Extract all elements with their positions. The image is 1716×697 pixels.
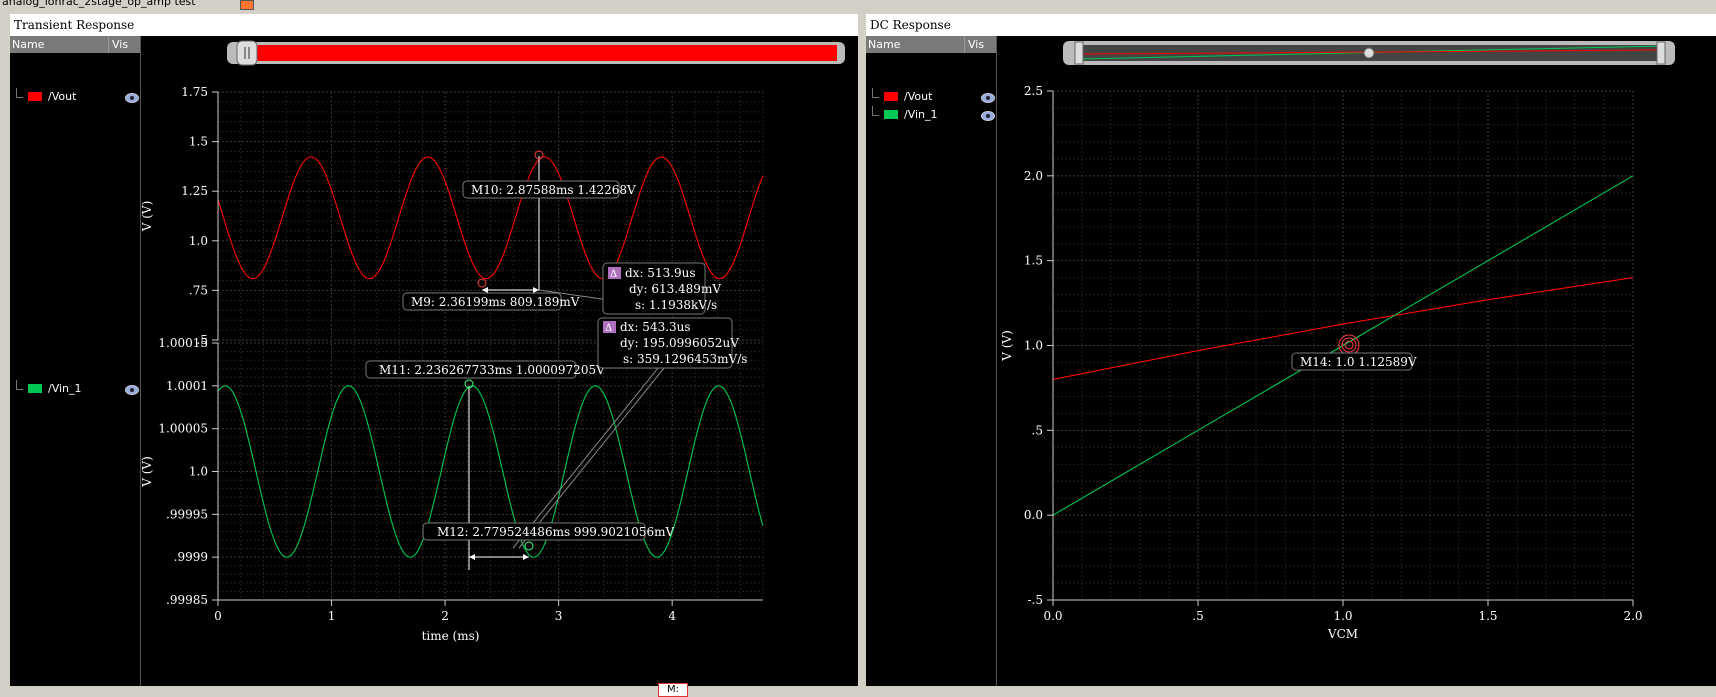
series-line-vout (217, 156, 764, 280)
y-tick-label: .99985 (166, 593, 208, 607)
y-tick-label: .75 (189, 283, 208, 297)
y-tick-label: 1.00005 (158, 422, 208, 436)
x-axis-label: VCM (1327, 627, 1358, 641)
delta2-s: s: 359.1296453mV/s (623, 352, 747, 366)
series-line-vout (1052, 277, 1634, 380)
status-bar (0, 686, 1716, 695)
x-tick-label: 0 (214, 609, 222, 623)
visibility-eye-icon[interactable] (981, 111, 995, 121)
transient-pane: Transient Response Name Vis /Vout /Vin_1… (10, 14, 858, 686)
delta2-dy: dy: 195.0996052uV (620, 336, 739, 350)
marker-m10[interactable]: M10: 2.87588ms 1.42268V (462, 150, 636, 290)
marker-m9[interactable]: M9: 2.36199ms 809.189mV (402, 278, 580, 311)
delta-box-1[interactable]: Δ dx: 513.9us dy: 613.489mV s: 1.1938kV/… (538, 262, 721, 315)
dc-plot[interactable]: 2.52.01.51.0.50.0-.50.0.5 1.0 1.5 2.0V (V)V… (997, 36, 1716, 686)
legend-vis-header: Vis (964, 36, 990, 53)
y-tick-label: 1.5 (1024, 254, 1043, 268)
delta2-dx: dx: 543.3us (620, 320, 691, 334)
series-line-vin (217, 385, 764, 558)
vout-color-swatch (28, 92, 42, 101)
dc-legend: Name Vis /Vout /Vin_1 (866, 36, 997, 686)
y-tick-label: 1.0 (189, 465, 208, 479)
y-tick-label: 1.75 (181, 85, 208, 99)
x-tick-label: 3 (555, 609, 563, 623)
delta1-dx: dx: 513.9us (625, 266, 696, 280)
svg-text:Δ: Δ (605, 323, 612, 334)
legend-item-label: /Vin_1 (904, 108, 938, 121)
x-axis-label: time (ms) (422, 629, 480, 643)
legend-vis-header: Vis (108, 36, 134, 53)
y-tick-label: .5 (1032, 423, 1043, 437)
y-tick-label: 1.5 (189, 135, 208, 149)
legend-name-header: Name (12, 38, 45, 51)
vin-color-swatch (28, 384, 42, 393)
delta1-s: s: 1.1938kV/s (635, 298, 717, 312)
legend-header: Name Vis (10, 36, 140, 53)
legend-item-vin[interactable]: /Vin_1 (16, 380, 82, 396)
marker-m11-label: M11: 2.236267733ms 1.000097205V (379, 363, 605, 377)
y-tick-label: 1.25 (181, 184, 208, 198)
y-tick-label: 1.0 (1024, 339, 1043, 353)
legend-name-header: Name (868, 38, 901, 51)
x-tick-label: 2.0 (1623, 609, 1642, 623)
legend-item-label: /Vout (904, 90, 933, 103)
y-tick-label: .5 (197, 333, 208, 347)
delta-box-2[interactable]: Δ dx: 543.3us dy: 195.0996052uV s: 359.1… (597, 317, 747, 369)
window-title-bar: analog_lonrac_2stage_op_amp test (0, 0, 1716, 10)
marker-m10-label: M10: 2.87588ms 1.42268V (471, 183, 636, 197)
y-axis-label: V (V) (141, 201, 154, 233)
y-tick-label: 1.00015 (158, 336, 208, 350)
legend-item-label: /Vin_1 (48, 382, 82, 395)
x-tick-label: .5 (1192, 609, 1203, 623)
dc-pane-title: DC Response (866, 14, 1716, 36)
vout-color-swatch (884, 92, 898, 101)
y-tick-label: 1.0001 (166, 379, 208, 393)
vin-color-swatch (884, 110, 898, 119)
legend-item-vout[interactable]: /Vout (872, 88, 933, 104)
visibility-eye-icon[interactable] (981, 93, 995, 103)
y-axis-label: V (V) (1000, 330, 1014, 362)
dc-pane: DC Response Name Vis /Vout /Vin_1 2.5 2.0… (866, 14, 1716, 686)
close-tab-icon[interactable] (240, 0, 254, 10)
y-tick-label: -.5 (1027, 593, 1043, 607)
dc-scrollbar[interactable] (1063, 41, 1675, 65)
legend-item-label: /Vout (48, 90, 77, 103)
y-tick-label: .9999 (174, 550, 208, 564)
y-tick-label: .99995 (166, 507, 208, 521)
visibility-eye-icon[interactable] (125, 385, 139, 395)
transient-pane-title: Transient Response (10, 14, 858, 36)
delta1-dy: dy: 613.489mV (629, 282, 721, 296)
marker-m14-label: M14: 1.0 1.12589V (1300, 355, 1417, 369)
x-tick-label: 0.0 (1043, 609, 1062, 623)
legend-header: Name Vis (866, 36, 996, 53)
legend-item-vout[interactable]: /Vout (16, 88, 77, 104)
window-title: analog_lonrac_2stage_op_amp test (2, 0, 196, 8)
marker-m12-label: M12: 2.779524486ms 999.9021056mV (437, 525, 674, 539)
y-tick-label: 1.0 (189, 234, 208, 248)
visibility-eye-icon[interactable] (125, 93, 139, 103)
x-tick-label: 1.0 (1333, 609, 1352, 623)
marker-m12[interactable]: M12: 2.779524486ms 999.9021056mV (422, 351, 678, 560)
transient-scrollbar[interactable] (227, 40, 845, 66)
marker-m9-label: M9: 2.36199ms 809.189mV (411, 295, 580, 309)
x-tick-label: 1 (328, 609, 336, 623)
y-tick-label: 0.0 (1024, 508, 1043, 522)
transient-legend: Name Vis /Vout /Vin_1 (10, 36, 141, 686)
series-line-vin (1052, 175, 1634, 516)
transient-plot[interactable]: 1.75 1.5 1.25 1.0 .75 .5 V (V) 1.00015 1.0001 1.0… (141, 36, 858, 686)
svg-text:Δ: Δ (610, 269, 617, 280)
marker-m11[interactable]: M11: 2.236267733ms 1.000097205V (365, 360, 605, 570)
y-tick-label: 2.5 (1024, 84, 1043, 98)
x-tick-label: 4 (668, 609, 676, 623)
legend-item-vin[interactable]: /Vin_1 (872, 106, 938, 122)
y-axis-label: V (V) (141, 456, 154, 488)
x-tick-label: 1.5 (1478, 609, 1497, 623)
marker-m14[interactable]: M14: 1.0 1.12589V (1291, 334, 1417, 371)
x-tick-label: 2 (441, 609, 449, 623)
y-tick-label: 2.0 (1024, 169, 1043, 183)
